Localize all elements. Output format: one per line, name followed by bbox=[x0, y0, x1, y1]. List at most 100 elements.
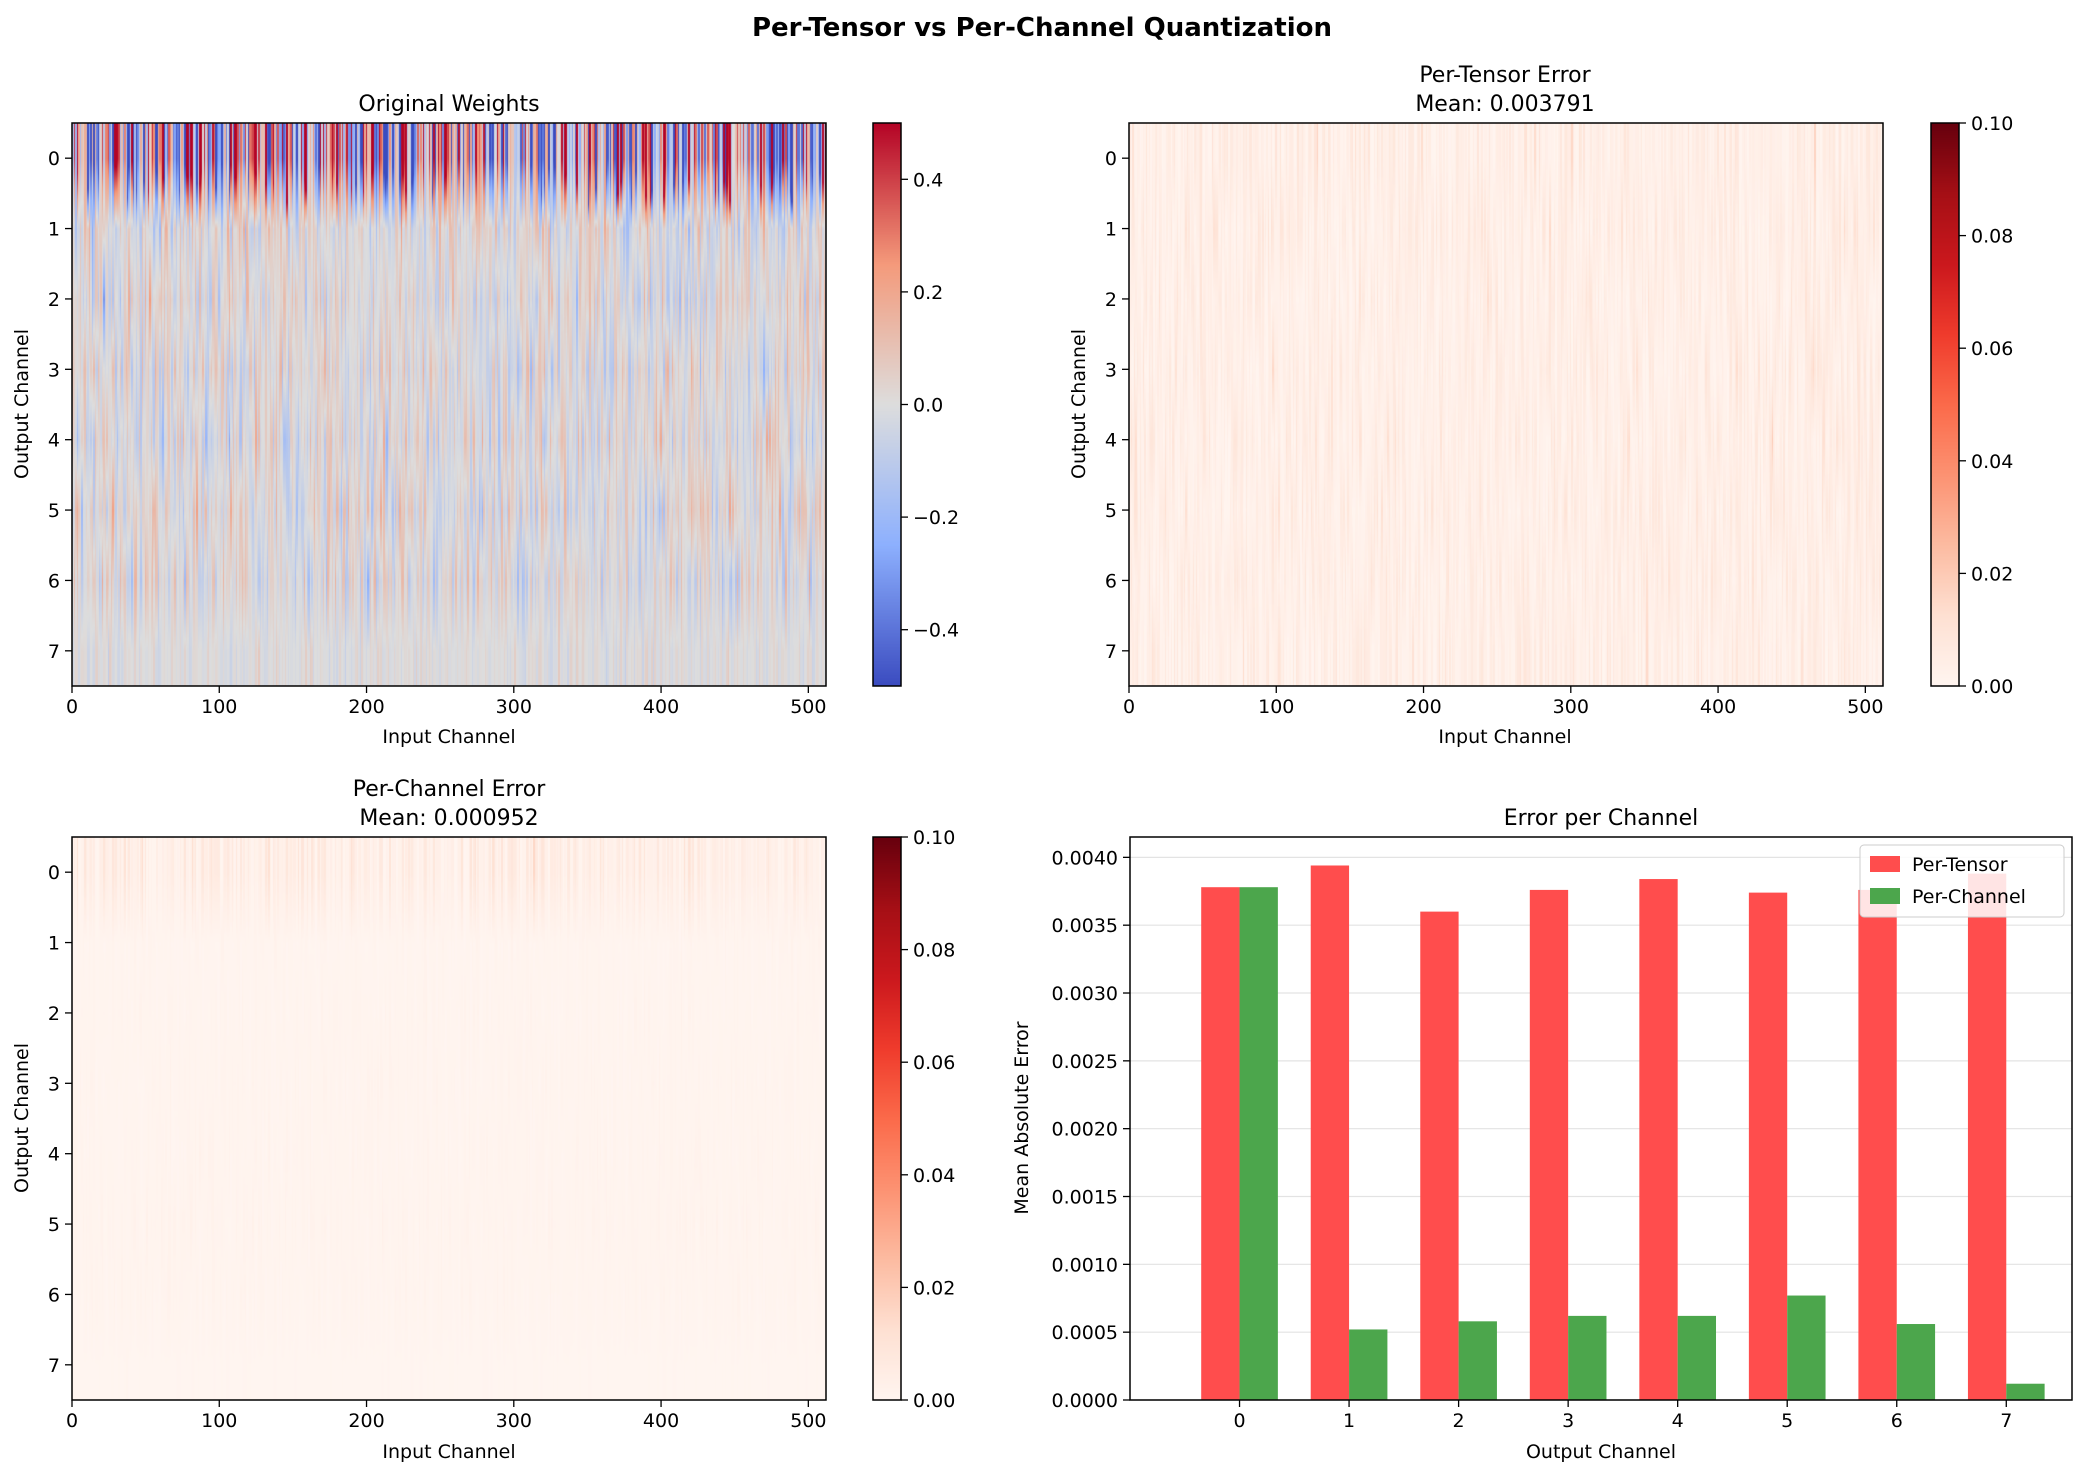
x-tick-label: 300 bbox=[1553, 696, 1589, 718]
colorbar-gradient bbox=[1931, 123, 1959, 686]
bar-per-tensor-5 bbox=[1748, 892, 1788, 1400]
x-tick-label: 5 bbox=[1781, 1410, 1793, 1432]
chart-subtitle: Mean: 0.000952 bbox=[359, 806, 538, 831]
plot-frame bbox=[1128, 122, 1884, 687]
colorbar-tick-label: 0.04 bbox=[913, 1165, 955, 1187]
bar-per-tensor-4 bbox=[1639, 879, 1678, 1400]
colorbar-tick-label: 0.02 bbox=[1971, 563, 2013, 585]
y-tick-label: 5 bbox=[1105, 500, 1117, 522]
y-tick-label: 0.0025 bbox=[1052, 1051, 1118, 1073]
y-tick-label: 1 bbox=[48, 219, 60, 241]
y-tick-label: 7 bbox=[1105, 641, 1117, 663]
x-tick-label: 7 bbox=[2000, 1410, 2012, 1432]
y-axis-label: Output Channel bbox=[1068, 329, 1090, 479]
x-tick-label: 3 bbox=[1562, 1410, 1574, 1432]
colorbar-tick-label: −0.4 bbox=[913, 620, 959, 642]
y-tick-label: 0.0010 bbox=[1052, 1254, 1118, 1276]
y-tick-label: 4 bbox=[1105, 430, 1117, 452]
y-tick-label: 4 bbox=[48, 1144, 60, 1166]
x-tick-label: 200 bbox=[348, 1410, 384, 1432]
x-tick-label: 100 bbox=[201, 1410, 237, 1432]
bar-per-tensor-6 bbox=[1858, 889, 1897, 1400]
y-tick-label: 7 bbox=[48, 1355, 60, 1377]
colorbar-tick-label: 0.10 bbox=[1971, 113, 2013, 135]
x-tick-label: 0 bbox=[1233, 1410, 1245, 1432]
y-tick-label: 0 bbox=[48, 148, 60, 170]
legend-label: Per-Tensor bbox=[1912, 854, 2008, 876]
x-axis-label: Output Channel bbox=[1526, 1441, 1676, 1463]
y-tick-label: 1 bbox=[48, 933, 60, 955]
bar-per-channel-5 bbox=[1787, 1295, 1826, 1400]
colorbar-frame bbox=[872, 836, 902, 1401]
colorbar-ticks: −0.4 −0.2 0.0 0.2 0.4 bbox=[901, 169, 959, 642]
colorbar-gradient bbox=[873, 837, 901, 1400]
figure-title: Per-Tensor vs Per-Channel Quantization bbox=[752, 13, 1332, 43]
x-axis-label: Input Channel bbox=[382, 726, 515, 748]
plot-frame bbox=[71, 122, 827, 687]
y-tick-label: 4 bbox=[48, 430, 60, 452]
y-tick-label: 3 bbox=[48, 359, 60, 381]
x-tick-label: 500 bbox=[790, 1410, 826, 1432]
plot-frame bbox=[1129, 836, 2073, 1401]
x-axis-label: Input Channel bbox=[382, 1441, 515, 1463]
axis-ticks: 0 100 200 300 400 500 0 1 2 3 4 5 6 7 bbox=[1105, 148, 1884, 718]
colorbar-tick-label: 0.06 bbox=[1971, 338, 2013, 360]
y-tick-label: 0 bbox=[1105, 148, 1117, 170]
x-tick-label: 4 bbox=[1672, 1410, 1684, 1432]
panel-original-weights: Original Weights 0 100 200 300 400 500 0 1 2 3 4 5 6… bbox=[11, 92, 959, 748]
axis-ticks: 0.0000 0.0005 0.0010 0.0015 0.0020 0.0025 0.00… bbox=[1052, 847, 2013, 1432]
x-tick-label: 300 bbox=[496, 696, 532, 718]
bar-per-tensor-0 bbox=[1201, 887, 1240, 1400]
heatmap-per-tensor-error bbox=[1129, 123, 1883, 686]
x-tick-label: 500 bbox=[790, 696, 826, 718]
x-tick-label: 300 bbox=[496, 1410, 532, 1432]
bar-per-tensor-2 bbox=[1420, 911, 1459, 1400]
y-tick-label: 0.0030 bbox=[1052, 983, 1118, 1005]
chart-subtitle: Mean: 0.003791 bbox=[1415, 92, 1594, 117]
bar-per-channel-6 bbox=[1896, 1324, 1936, 1400]
y-tick-label: 0.0040 bbox=[1052, 847, 1118, 869]
y-tick-label: 3 bbox=[48, 1073, 60, 1095]
axis-ticks: 0 100 200 300 400 500 0 1 2 3 4 5 6 7 bbox=[48, 148, 827, 718]
x-tick-label: 0 bbox=[1123, 696, 1135, 718]
x-tick-label: 100 bbox=[1258, 696, 1294, 718]
y-tick-label: 3 bbox=[1105, 359, 1117, 381]
y-axis-label: Mean Absolute Error bbox=[1011, 1021, 1033, 1214]
x-tick-label: 0 bbox=[66, 1410, 78, 1432]
legend-label: Per-Channel bbox=[1912, 886, 2026, 908]
colorbar-tick-label: 0.08 bbox=[913, 940, 955, 962]
y-tick-label: 2 bbox=[1105, 289, 1117, 311]
colorbar-tick-label: 0.08 bbox=[1971, 226, 2013, 248]
legend-frame bbox=[1859, 844, 2065, 918]
chart-title: Per-Tensor Error bbox=[1419, 63, 1591, 88]
x-tick-label: 400 bbox=[643, 696, 679, 718]
x-tick-label: 100 bbox=[201, 696, 237, 718]
x-tick-label: 200 bbox=[1405, 696, 1441, 718]
bar-per-channel-7 bbox=[2006, 1383, 2045, 1400]
y-tick-label: 7 bbox=[48, 641, 60, 663]
colorbar-tick-label: 0.00 bbox=[1971, 676, 2013, 698]
bar-per-channel-2 bbox=[1458, 1321, 1497, 1400]
y-axis-label: Output Channel bbox=[11, 1043, 33, 1193]
bars bbox=[1201, 865, 2045, 1400]
y-tick-label: 5 bbox=[48, 1214, 60, 1236]
chart-title: Original Weights bbox=[358, 92, 539, 117]
colorbar-tick-label: 0.0 bbox=[913, 395, 943, 417]
y-tick-label: 6 bbox=[48, 570, 60, 592]
x-tick-label: 1 bbox=[1343, 1410, 1355, 1432]
colorbar-tick-label: 0.06 bbox=[913, 1052, 955, 1074]
bar-per-channel-1 bbox=[1349, 1329, 1388, 1400]
colorbar-tick-label: 0.2 bbox=[913, 282, 943, 304]
bar-per-channel-4 bbox=[1677, 1315, 1717, 1400]
bar-per-channel-0 bbox=[1239, 887, 1278, 1400]
colorbar-tick-label: 0.02 bbox=[913, 1277, 955, 1299]
panel-per-channel-error: Per-Channel Error Mean: 0.000952 0 100 200… bbox=[11, 777, 955, 1463]
x-tick-label: 200 bbox=[348, 696, 384, 718]
panel-per-tensor-error: Per-Tensor Error Mean: 0.003791 0 100 200 3… bbox=[1068, 63, 2013, 748]
y-tick-label: 0.0020 bbox=[1052, 1119, 1118, 1141]
colorbar-tick-label: 0.00 bbox=[913, 1390, 955, 1412]
y-tick-label: 2 bbox=[48, 289, 60, 311]
bar-per-tensor-3 bbox=[1529, 889, 1569, 1400]
colorbar-tick-label: 0.04 bbox=[1971, 451, 2013, 473]
